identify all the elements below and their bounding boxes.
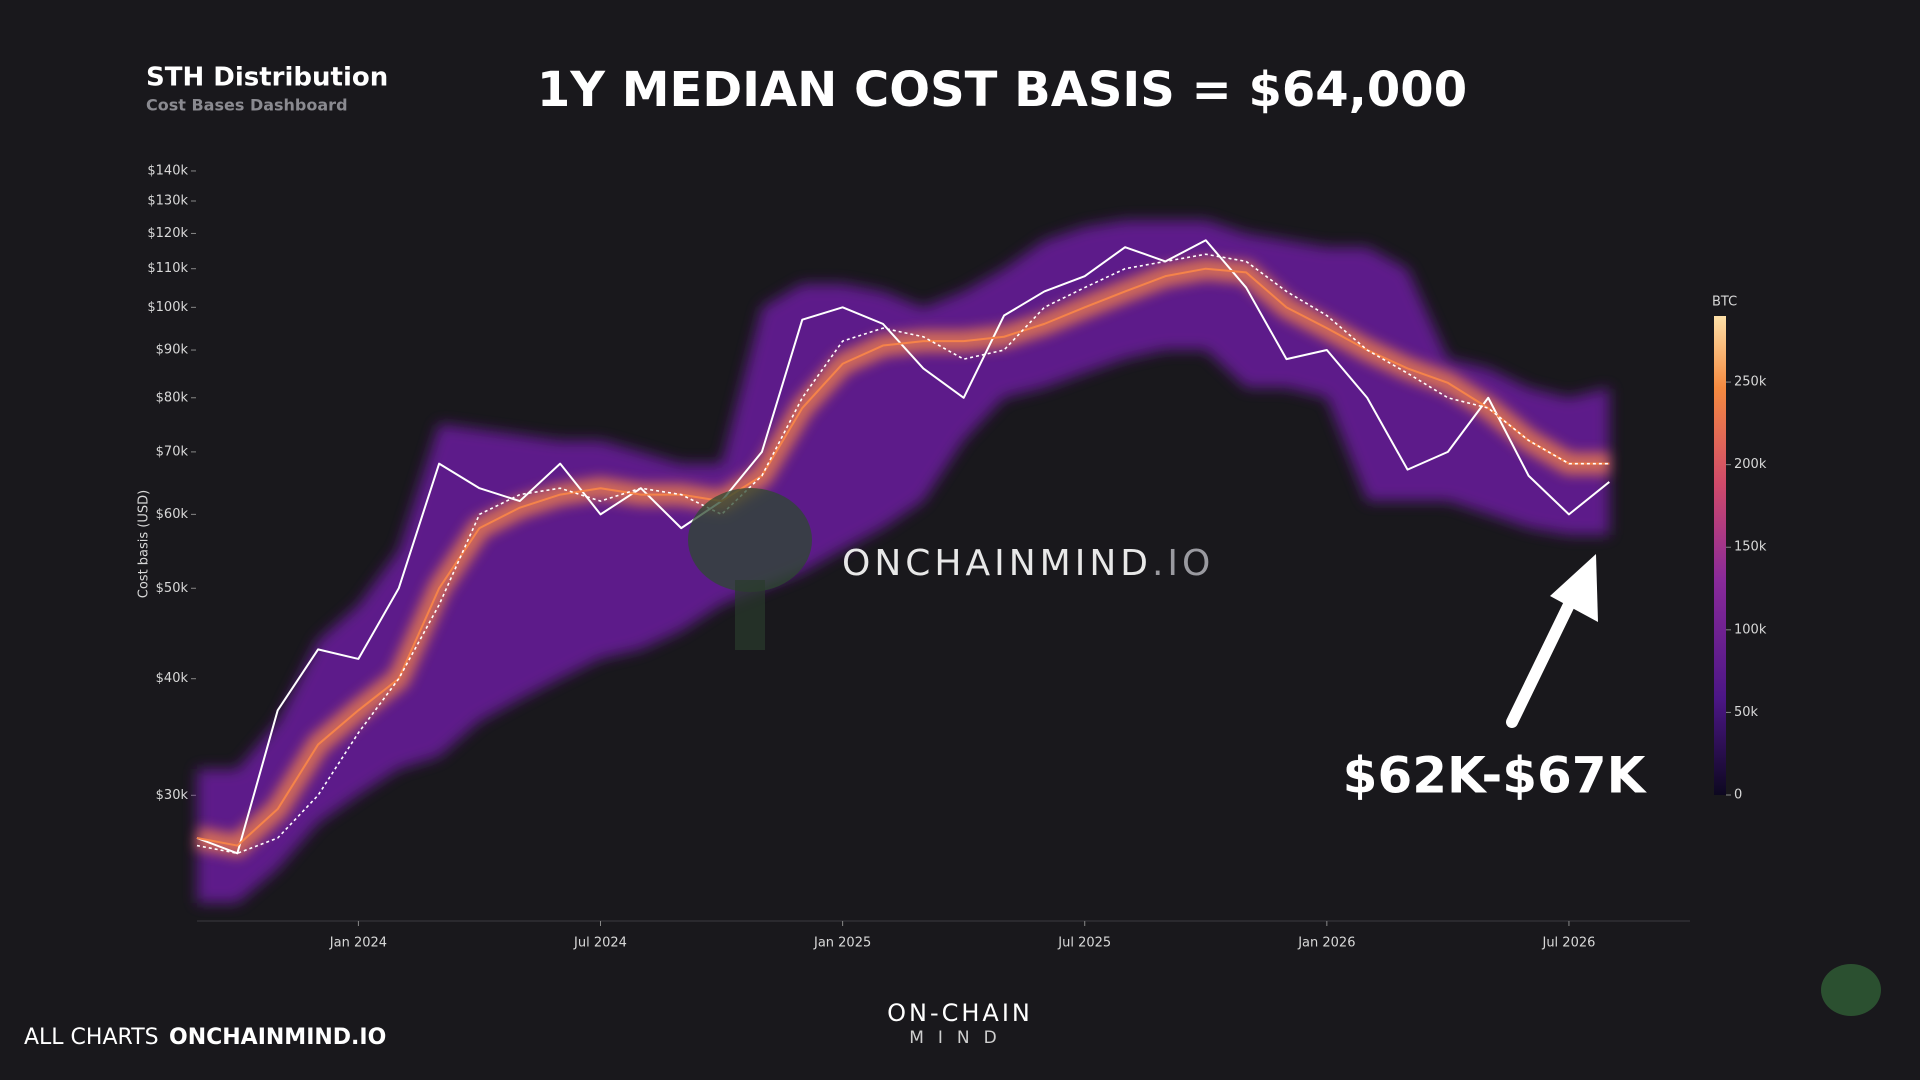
y-tick-label: $70k bbox=[156, 444, 189, 459]
chart-title: 1Y MEDIAN COST BASIS = $64,000 bbox=[537, 62, 1467, 118]
y-tick-label: $60k bbox=[156, 507, 189, 522]
x-tick-label: Jan 2024 bbox=[329, 936, 387, 951]
colorbar bbox=[1714, 316, 1726, 795]
y-tick-label: $40k bbox=[156, 671, 189, 686]
x-tick-label: Jul 2026 bbox=[1541, 936, 1595, 951]
watermark-logo bbox=[688, 488, 812, 592]
footer-logo-top: ON-CHAIN bbox=[887, 999, 1033, 1027]
y-tick-label: $80k bbox=[156, 390, 189, 405]
colorbar-tick-label: 200k bbox=[1734, 457, 1767, 472]
colorbar-tick-label: 150k bbox=[1734, 540, 1767, 555]
y-tick-label: $30k bbox=[156, 788, 189, 803]
watermark-text: ONCHAINMIND.IO bbox=[842, 543, 1214, 584]
arrow-head bbox=[1550, 554, 1598, 622]
y-tick-label: $100k bbox=[147, 300, 188, 315]
x-tick-label: Jul 2024 bbox=[573, 936, 627, 951]
header-subtitle: Cost Bases Dashboard bbox=[146, 96, 348, 115]
y-tick-label: $140k bbox=[147, 163, 188, 178]
density-band bbox=[197, 220, 1610, 903]
corner-logo bbox=[1821, 964, 1881, 1016]
plot-area: $30k $40k $50k $60k $70k $80k $90k $100k $110k $1… bbox=[147, 163, 1766, 950]
y-tick-label: $50k bbox=[156, 581, 189, 596]
colorbar-tick-label: 50k bbox=[1734, 705, 1759, 720]
watermark-name: ONCHAINMIND bbox=[842, 543, 1152, 584]
y-axis-label: Cost basis (USD) bbox=[137, 490, 152, 598]
footer-logo-bottom: MIND bbox=[909, 1028, 1011, 1048]
footer-link-label: ALL CHARTS bbox=[24, 1025, 159, 1050]
header-title: STH Distribution bbox=[146, 63, 388, 93]
x-tick-label: Jan 2025 bbox=[813, 936, 871, 951]
annotation-arrow bbox=[1506, 554, 1598, 728]
series-line bbox=[196, 239, 1610, 855]
series-line bbox=[196, 253, 1610, 855]
y-tick-label: $110k bbox=[147, 261, 188, 276]
x-tick-label: Jan 2026 bbox=[1297, 936, 1355, 951]
colorbar-tick-label: 250k bbox=[1734, 375, 1767, 390]
watermark-suffix: .IO bbox=[1152, 543, 1214, 584]
y-tick-label: $130k bbox=[147, 193, 188, 208]
colorbar-tick-label: 0 bbox=[1734, 788, 1742, 803]
x-tick-label: Jul 2025 bbox=[1057, 936, 1111, 951]
watermark: ONCHAINMIND.IO bbox=[688, 488, 1214, 650]
y-tick-label: $120k bbox=[147, 226, 188, 241]
colorbar-tick-label: 100k bbox=[1734, 622, 1767, 637]
y-tick-label: $90k bbox=[156, 343, 189, 358]
colorbar-label: BTC bbox=[1712, 295, 1737, 310]
footer-link[interactable]: ONCHAINMIND.IO bbox=[169, 1025, 386, 1050]
watermark-logo-stem bbox=[735, 580, 765, 650]
annotation: $62K-$67K bbox=[1343, 747, 1648, 805]
